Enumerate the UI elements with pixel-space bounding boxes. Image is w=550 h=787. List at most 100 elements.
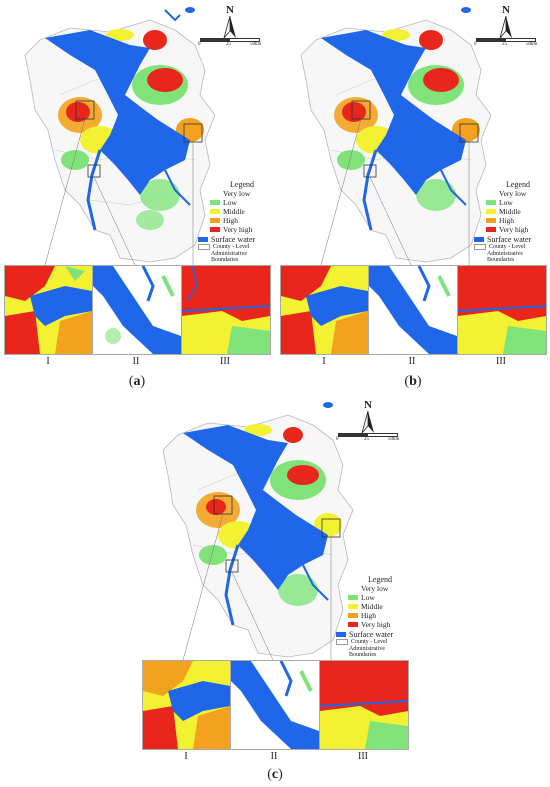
swatch-water	[474, 237, 484, 242]
swatch-middle	[486, 209, 496, 214]
legend-water: Surface water	[198, 235, 273, 244]
legend-low: Low	[348, 593, 411, 602]
panel-c: N 0 25 50km Legend Very low Low Middle H…	[138, 395, 413, 787]
surface-water	[45, 7, 195, 231]
swatch-high	[210, 218, 220, 223]
swatch-boundary	[474, 244, 486, 251]
scale-label-0: 0	[336, 437, 339, 442]
legend: Legend Very low Low Middle High Very hig…	[198, 180, 273, 264]
swatch-very-high	[486, 227, 496, 232]
zoom-label-i: I	[46, 356, 50, 367]
risk-map-a	[24, 7, 216, 265]
zoom-boxes	[182, 495, 341, 660]
scale-bar: 0 25 50km	[198, 38, 262, 50]
zoom-panel-i	[280, 265, 369, 355]
legend-water: Surface water	[336, 630, 411, 639]
swatch-high	[486, 218, 496, 223]
legend-low: Low	[486, 198, 549, 207]
north-letter: N	[364, 399, 372, 411]
swatch-high	[348, 613, 358, 618]
legend-title: Legend	[506, 180, 530, 189]
legend-very-low: Very low	[486, 189, 549, 198]
risk-hotspots	[196, 424, 342, 606]
north-letter: N	[502, 4, 510, 16]
swatch-low	[210, 200, 220, 205]
zoom-label-i: I	[184, 751, 188, 762]
zoom-label-iii: III	[358, 751, 368, 762]
zoom-panel-i	[142, 660, 231, 750]
legend-boundary: County - Level Administrative Boundaries	[474, 244, 549, 264]
zoom-label-i: I	[322, 356, 326, 367]
zoom-panel-iii	[319, 660, 409, 750]
legend-low: Low	[210, 198, 273, 207]
legend-middle: Middle	[210, 207, 273, 216]
panel-label-c: (c)	[267, 767, 283, 782]
legend: Legend Very low Low Middle High Very hig…	[474, 180, 549, 264]
scale-label-50: 50km	[250, 42, 262, 47]
north-arrow: N	[221, 5, 239, 38]
legend-middle: Middle	[348, 602, 411, 611]
risk-hotspots	[58, 29, 204, 230]
panel-label-a: (a)	[128, 374, 146, 389]
zoom-boxes	[44, 100, 203, 265]
scale-label-0: 0	[474, 42, 477, 47]
scale-label-0: 0	[198, 42, 201, 47]
scale-label-50: 50km	[388, 437, 400, 442]
zoom-label-ii: II	[408, 356, 416, 367]
north-letter: N	[226, 4, 234, 16]
legend-high: High	[210, 216, 273, 225]
swatch-very-high	[210, 227, 220, 232]
swatch-water	[198, 237, 208, 242]
swatch-boundary	[336, 639, 348, 646]
zoom-label-ii: II	[270, 751, 278, 762]
legend-title: Legend	[230, 180, 254, 189]
swatch-very-high	[348, 622, 358, 627]
zoom-panel-ii	[92, 265, 182, 355]
panel-a: N 0 25 50km Legend Very low Low Middle H…	[0, 0, 275, 390]
north-arrow: N	[497, 5, 515, 38]
legend-very-high: Very high	[486, 225, 549, 234]
panel-label-b: (b)	[404, 374, 422, 389]
scale-label-50: 50km	[526, 42, 538, 47]
zoom-panel-i	[4, 265, 93, 355]
legend: Legend Very low Low Middle High Very hig…	[336, 575, 411, 659]
legend-boundary: County - Level Administrative Boundaries	[336, 639, 411, 659]
north-arrow: N	[359, 400, 377, 433]
zoom-label-iii: III	[496, 356, 506, 367]
swatch-low	[486, 200, 496, 205]
swatch-very-low	[348, 586, 358, 591]
legend-very-high: Very high	[348, 620, 411, 629]
north-arrow-icon	[499, 16, 512, 38]
panel-b: N 0 25 50km Legend Very low Low Middle H…	[276, 0, 550, 390]
scale-bar: 0 25 50km	[474, 38, 538, 50]
surface-water	[321, 7, 471, 231]
risk-map-c	[162, 402, 354, 660]
zoom-label-ii: II	[132, 356, 140, 367]
legend-high: High	[348, 611, 411, 620]
swatch-boundary	[198, 244, 210, 251]
legend-water: Surface water	[474, 235, 549, 244]
legend-boundary: County - Level Administrative Boundaries	[198, 244, 273, 264]
legend-title: Legend	[368, 575, 392, 584]
legend-very-high: Very high	[210, 225, 273, 234]
north-arrow-icon	[223, 16, 236, 38]
scale-label-25: 25	[226, 42, 231, 47]
swatch-middle	[348, 604, 358, 609]
scale-bar: 0 25 50km	[336, 433, 400, 445]
legend-middle: Middle	[486, 207, 549, 216]
scale-label-25: 25	[502, 42, 507, 47]
zoom-panel-iii	[181, 265, 271, 355]
swatch-very-low	[210, 191, 220, 196]
swatch-very-low	[486, 191, 496, 196]
surface-water	[183, 402, 333, 626]
swatch-middle	[210, 209, 220, 214]
zoom-panel-ii	[368, 265, 458, 355]
zoom-panel-ii	[230, 660, 320, 750]
legend-very-low: Very low	[210, 189, 273, 198]
legend-high: High	[486, 216, 549, 225]
zoom-boxes	[320, 100, 479, 265]
north-arrow-icon	[361, 411, 374, 433]
zoom-label-iii: III	[220, 356, 230, 367]
legend-very-low: Very low	[348, 584, 411, 593]
swatch-water	[336, 632, 346, 637]
